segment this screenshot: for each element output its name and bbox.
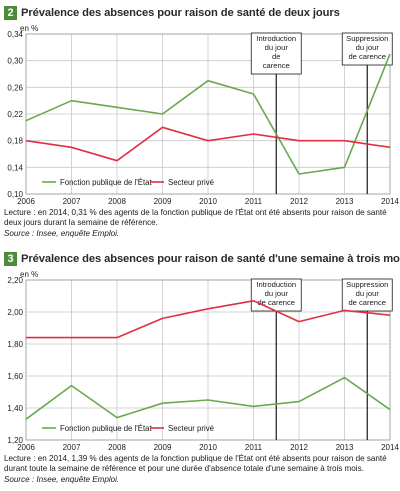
y-tick-label: 1,40 [7, 404, 23, 413]
annotation-label: de carence [348, 298, 386, 307]
plot-frame [25, 279, 391, 441]
x-tick-label: 2013 [336, 197, 354, 206]
chart-block-2: 3 Prévalence des absences pour raison de… [0, 246, 400, 491]
annotation-label: Suppression [346, 280, 388, 289]
x-tick-label: 2010 [199, 197, 217, 206]
chart-title: Prévalence des absences pour raison de s… [21, 253, 400, 265]
x-tick-label: 2012 [290, 197, 308, 206]
annotation-label: du jour [356, 289, 380, 298]
series-line-fonction-publique [25, 53, 391, 175]
x-tick-label: 2009 [154, 443, 172, 452]
chart-block-1: 2 Prévalence des absences pour raison de… [4, 4, 399, 238]
x-tick-label: 2008 [108, 197, 126, 206]
annotation-label: du jour [265, 43, 289, 52]
x-tick-label: 2013 [336, 443, 354, 452]
x-tick-label: 2010 [199, 443, 217, 452]
annotation-label: Suppression [346, 34, 388, 43]
y-tick-label: 0,26 [7, 83, 23, 92]
y-tick-label: 0,18 [7, 137, 23, 146]
chart-header: 3 Prévalence des absences pour raison de… [4, 250, 400, 268]
y-tick-label: 0,30 [7, 57, 23, 66]
annotation-box [250, 278, 302, 312]
chart-note: Lecture : en 2014, 0,31 % des agents de … [4, 208, 387, 227]
chart-note: Lecture : en 2014, 1,39 % des agents de … [4, 454, 387, 473]
chart-title: Prévalence des absences pour raison de s… [21, 7, 340, 19]
chart-source: Source : Insee, enquête Emploi. [4, 475, 120, 484]
y-tick-label: 1,60 [7, 372, 23, 381]
y-tick-label: 0,22 [7, 110, 23, 119]
x-tick-label: 2006 [17, 197, 35, 206]
y-axis-unit: en % [20, 24, 38, 33]
y-tick-label: 1,20 [7, 436, 23, 445]
series-line-secteur-prive [25, 126, 391, 162]
legend-label: Secteur privé [168, 178, 214, 187]
chart-source: Source : Insee, enquête Emploi. [4, 229, 120, 238]
x-tick-label: 2006 [17, 443, 35, 452]
annotation-label: de [272, 52, 280, 61]
x-tick-label: 2007 [63, 443, 81, 452]
x-tick-label: 2011 [245, 443, 263, 452]
annotation-label: carence [263, 61, 290, 70]
chart-number-badge: 3 [4, 252, 17, 266]
legend-label: Fonction publique de l'État [60, 178, 152, 187]
y-tick-label: 0,14 [7, 163, 23, 172]
plot-frame [25, 33, 391, 195]
annotation-box [250, 32, 302, 75]
annotation-box [341, 278, 393, 312]
annotation-label: du jour [356, 43, 380, 52]
x-tick-label: 2008 [108, 443, 126, 452]
annotation-label: de carence [257, 298, 295, 307]
x-tick-label: 2007 [63, 197, 81, 206]
chart-header: 2 Prévalence des absences pour raison de… [4, 4, 340, 22]
y-tick-label: 2,20 [7, 276, 23, 285]
legend-label: Secteur privé [168, 424, 214, 433]
chart-number-badge: 2 [4, 6, 17, 20]
y-tick-label: 1,80 [7, 340, 23, 349]
y-tick-label: 0,34 [7, 30, 23, 39]
annotation-label: du jour [265, 289, 289, 298]
annotation-label: Introduction [256, 280, 296, 289]
x-tick-label: 2014 [381, 443, 399, 452]
y-tick-label: 2,00 [7, 308, 23, 317]
y-axis-unit: en % [20, 270, 38, 279]
x-tick-label: 2011 [245, 197, 263, 206]
annotation-label: Introduction [256, 34, 296, 43]
x-tick-label: 2014 [381, 197, 399, 206]
y-tick-label: 0,10 [7, 190, 23, 199]
x-tick-label: 2009 [154, 197, 172, 206]
legend-label: Fonction publique de l'État [60, 424, 152, 433]
annotation-box [341, 32, 393, 66]
x-tick-label: 2012 [290, 443, 308, 452]
annotation-label: de carence [348, 52, 386, 61]
